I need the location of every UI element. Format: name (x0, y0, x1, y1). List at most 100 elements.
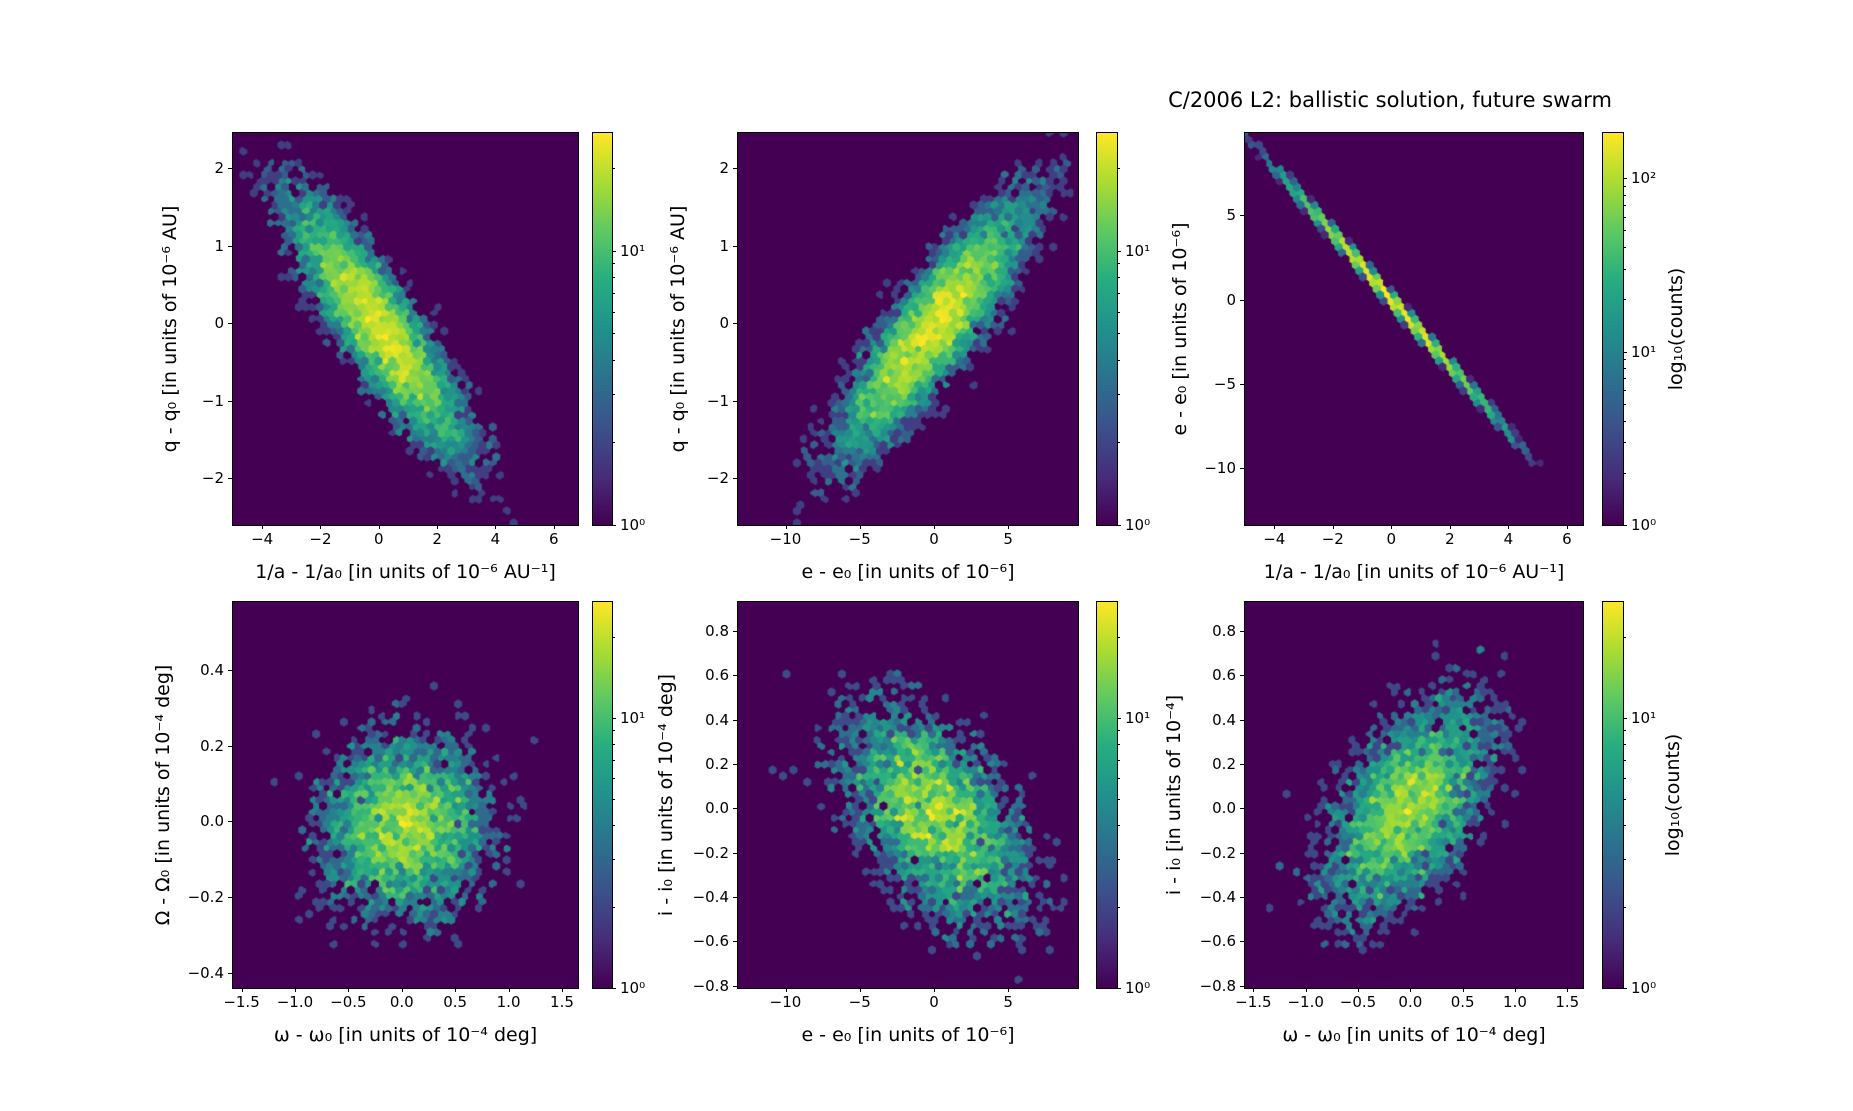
hexbin-canvas-bottom-right (1245, 602, 1583, 988)
x-axis-label-top-right: 1/a - 1/a₀ [in units of 10⁻⁶ AU⁻¹] (1263, 561, 1565, 583)
y-tick (733, 985, 737, 987)
x-tick (348, 988, 350, 992)
y-tick (228, 245, 232, 247)
x-tick (933, 525, 935, 529)
x-tick-label: 5 (1003, 530, 1013, 548)
y-tick (1240, 630, 1244, 632)
colorbar-minor-tick (612, 333, 615, 335)
x-tick (455, 988, 457, 992)
panel-bottom-middle (737, 601, 1079, 989)
y-tick-label: 0 (214, 314, 224, 333)
colorbar-minor-tick (1623, 194, 1626, 196)
colorbar-bottom-right (1602, 601, 1624, 989)
colorbar-canvas-top-middle (1097, 133, 1117, 525)
x-tick-label: 0.5 (1450, 993, 1475, 1011)
colorbar-canvas-bottom-right (1603, 602, 1623, 988)
y-tick (733, 400, 737, 402)
y-tick (228, 821, 232, 823)
x-tick (294, 988, 296, 992)
y-tick-label: 0.4 (1212, 710, 1236, 729)
x-tick-label: −1.5 (1235, 993, 1272, 1011)
colorbar-minor-tick (1623, 299, 1626, 301)
panel-bottom-left (232, 601, 579, 989)
x-tick-label: 0.5 (443, 993, 468, 1011)
y-tick (733, 941, 737, 943)
x-tick-label: −0.5 (1339, 993, 1377, 1011)
colorbar-tick-label: 10¹ (1125, 241, 1151, 260)
y-tick-label: 2 (719, 158, 729, 177)
y-tick-label: 0.6 (705, 666, 729, 685)
colorbar-minor-tick (1623, 825, 1626, 827)
panel-bottom-right (1244, 601, 1584, 989)
panel-top-left (232, 132, 579, 526)
colorbar-minor-tick (1623, 186, 1626, 188)
colorbar-minor-tick (1117, 730, 1120, 732)
x-tick-label: 0 (374, 530, 384, 548)
y-tick (228, 323, 232, 325)
x-tick (241, 988, 243, 992)
x-tick-label: 0.0 (389, 993, 414, 1011)
colorbar-minor-tick (612, 825, 615, 827)
colorbar-minor-tick (1117, 263, 1120, 265)
colorbar-minor-tick (612, 277, 615, 279)
colorbar-tick (612, 525, 616, 526)
x-axis-label-bottom-left: ω - ω₀ [in units of 10⁻⁴ deg] (273, 1024, 538, 1046)
y-axis-label-top-left: q - q₀ [in units of 10⁻⁶ AU] (159, 205, 181, 453)
colorbar-minor-tick (612, 168, 615, 170)
colorbar-minor-tick (1623, 472, 1626, 474)
y-tick-label: 0 (1226, 290, 1236, 309)
colorbar-minor-tick (1623, 420, 1626, 422)
x-tick (785, 525, 787, 529)
y-tick (228, 972, 232, 974)
x-tick (437, 525, 439, 529)
colorbar-minor-tick (612, 293, 615, 295)
x-tick-label: −2 (309, 530, 332, 548)
colorbar-tick (612, 250, 616, 252)
colorbar-minor-tick (1117, 799, 1120, 801)
colorbar-minor-tick (1117, 168, 1120, 170)
y-tick (1240, 719, 1244, 721)
y-axis-label-bottom-right: i - i₀ [in units of 10⁻⁴] (1163, 694, 1185, 896)
y-tick (733, 763, 737, 765)
y-tick-label: 0.0 (705, 799, 729, 818)
y-tick (1240, 985, 1244, 987)
colorbar-minor-tick (1117, 636, 1120, 638)
colorbar-minor-tick (1623, 247, 1626, 249)
y-tick-label: −0.8 (1199, 976, 1236, 995)
y-tick (733, 808, 737, 810)
y-tick-label: −0.4 (1199, 888, 1236, 907)
x-tick-label: −2 (1321, 530, 1344, 548)
hexbin-canvas-top-right (1245, 133, 1583, 525)
colorbar-minor-tick (1117, 859, 1120, 861)
colorbar-tick-label: 10¹ (1631, 709, 1657, 728)
x-tick (1008, 525, 1010, 529)
colorbar-minor-tick (612, 759, 615, 761)
x-tick-label: 2 (432, 530, 442, 548)
colorbar-minor-tick (612, 859, 615, 861)
colorbar-minor-tick (1623, 906, 1626, 908)
y-tick (733, 245, 737, 247)
y-tick-label: −10 (1204, 458, 1236, 477)
x-tick-label: −1.0 (1287, 993, 1324, 1011)
colorbar-tick-label: 10⁰ (1631, 516, 1657, 534)
colorbar-tick-label: 10¹ (620, 709, 646, 728)
colorbar-minor-tick (1623, 268, 1626, 270)
x-tick (1514, 988, 1516, 992)
colorbar-minor-tick (612, 906, 615, 908)
colorbar-minor-tick (1117, 293, 1120, 295)
x-tick-label: −10 (769, 993, 802, 1011)
x-tick (1358, 988, 1359, 992)
hexbin-canvas-bottom-middle (738, 602, 1078, 988)
x-tick-label: 1.5 (550, 993, 574, 1011)
y-tick-label: 1 (214, 236, 224, 255)
colorbar-minor-tick (612, 442, 615, 444)
x-tick (262, 525, 264, 529)
y-tick-label: −0.4 (187, 963, 224, 982)
x-tick (1508, 525, 1510, 529)
y-tick (1240, 215, 1244, 217)
colorbar-bottom-middle (1096, 601, 1118, 989)
hexbin-canvas-top-middle (738, 133, 1078, 525)
colorbar-minor-tick (1623, 730, 1626, 732)
x-tick (553, 525, 555, 529)
colorbar-minor-tick (1623, 368, 1626, 370)
